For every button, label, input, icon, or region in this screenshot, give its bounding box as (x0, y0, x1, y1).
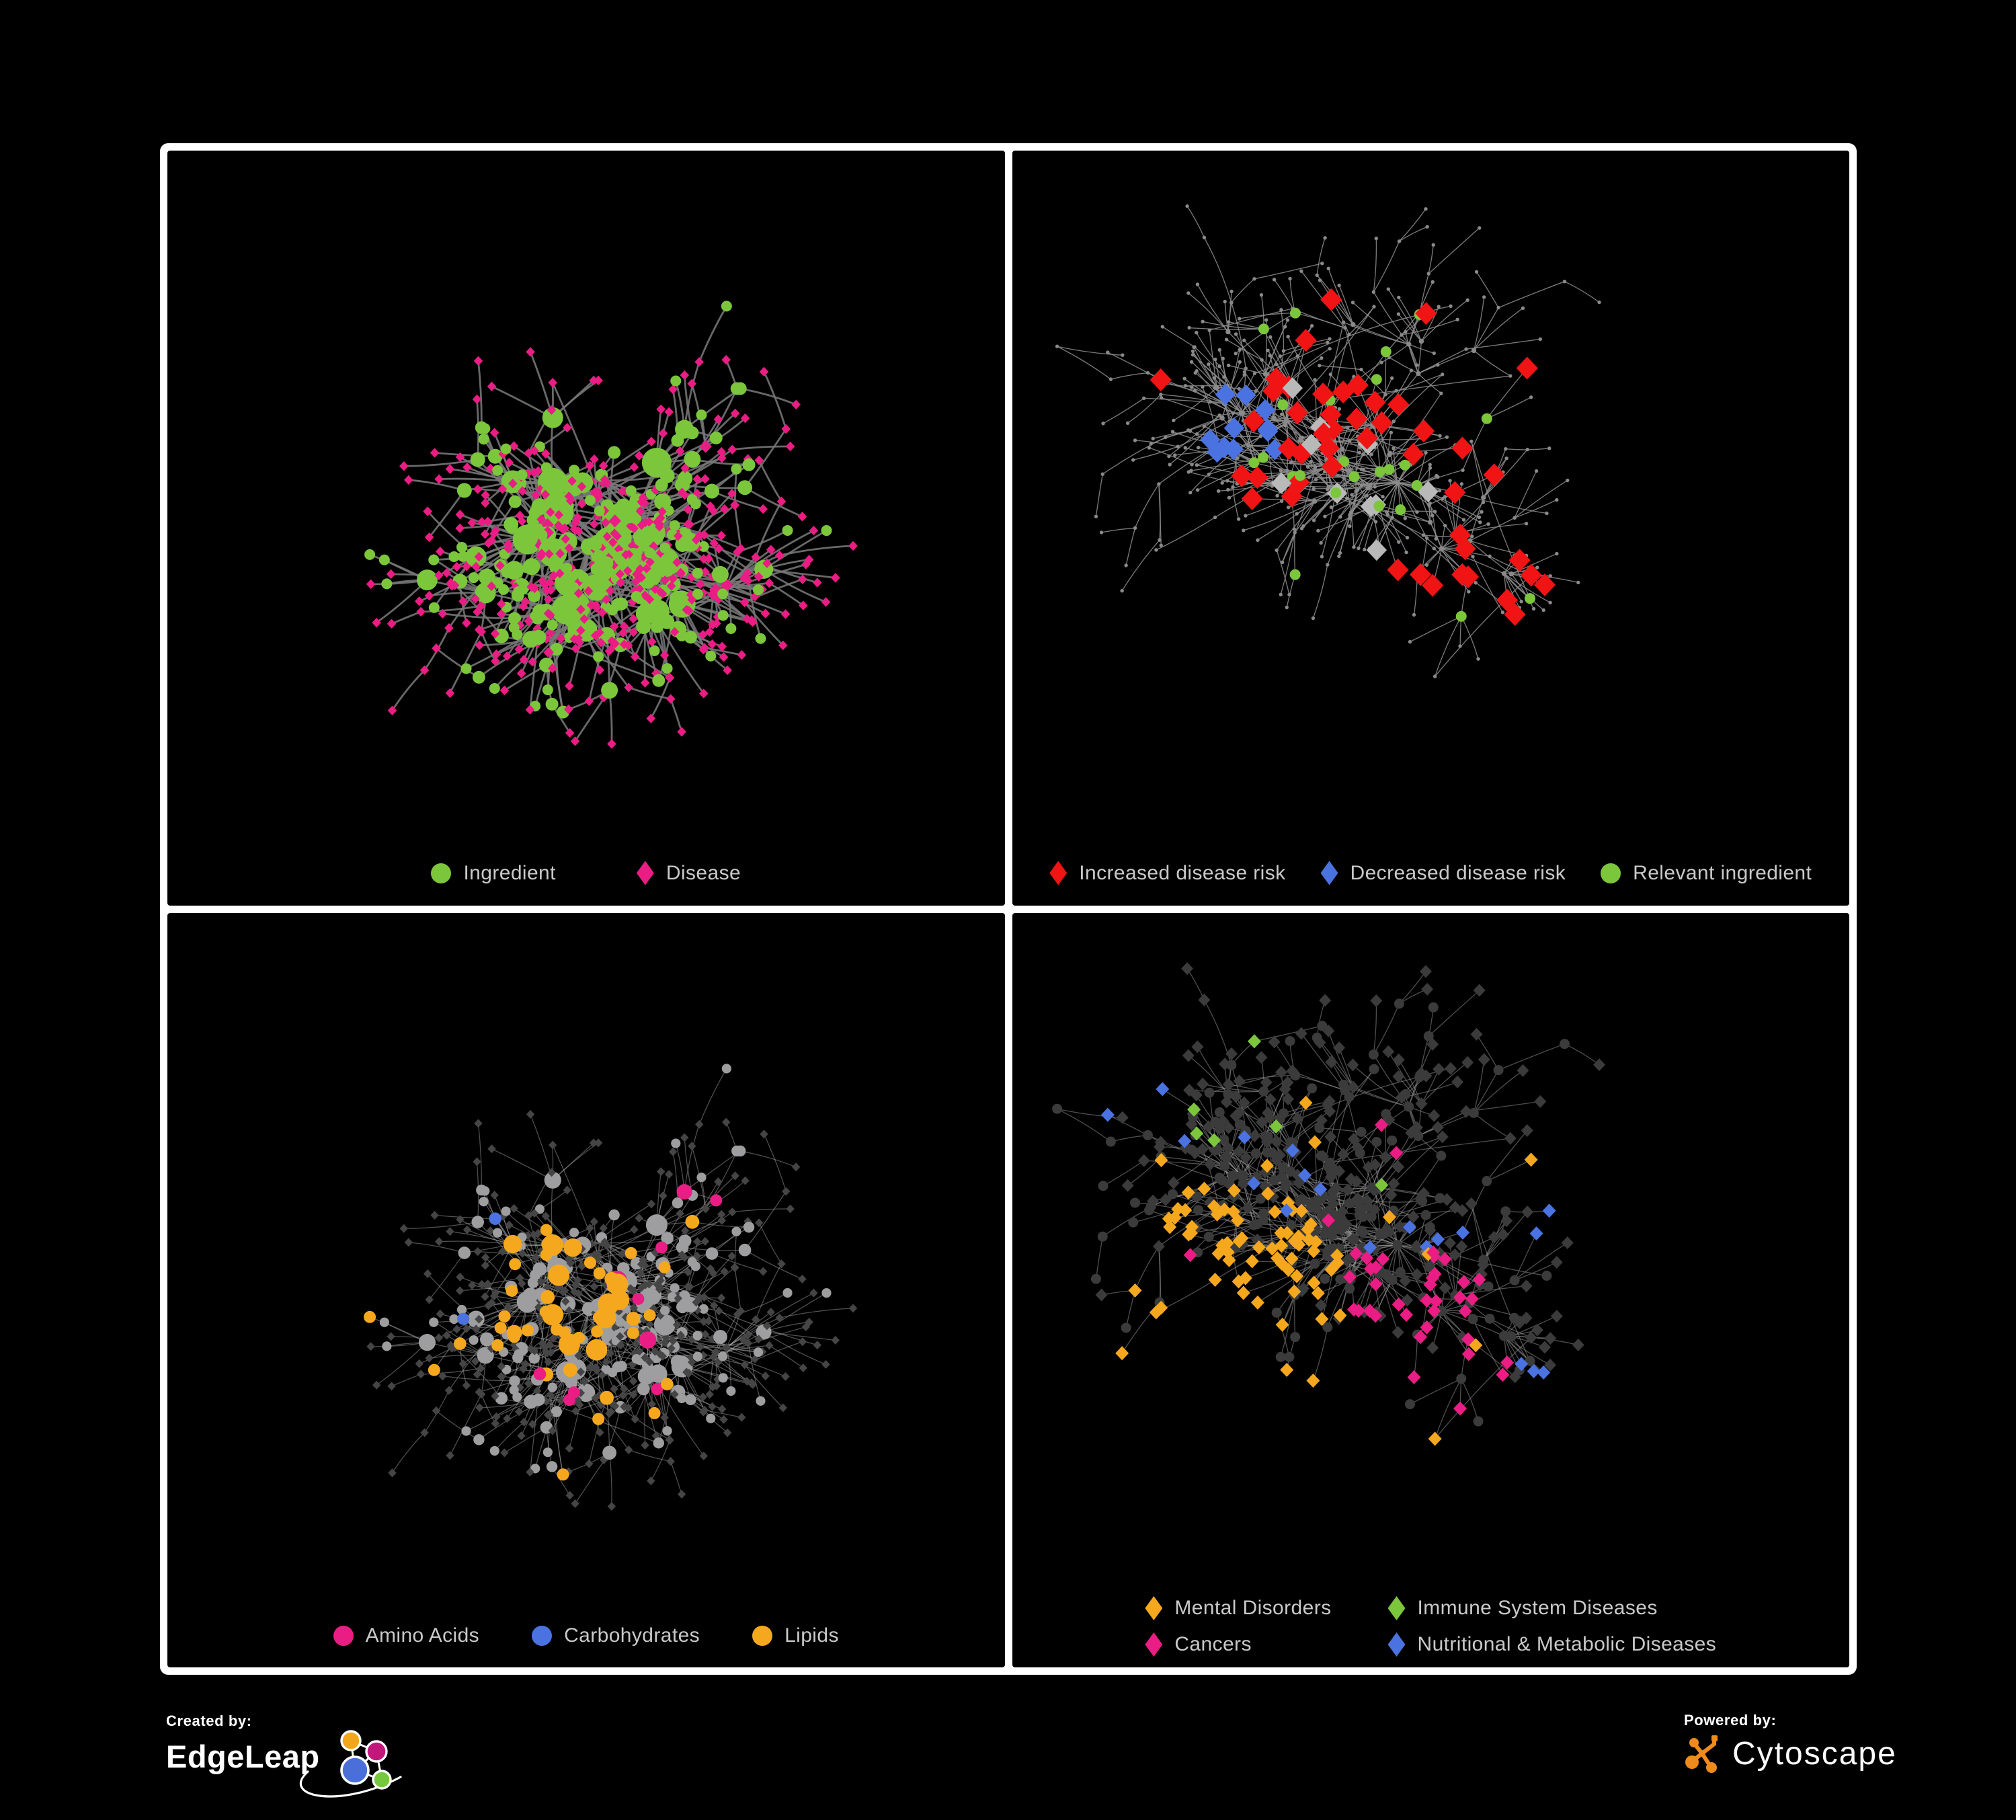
credit-powered-by: Powered by: Cytoscape (1684, 1712, 1897, 1775)
amino-acids-circle-icon (333, 1626, 354, 1646)
legend-label: Carbohydrates (564, 1624, 700, 1647)
legend-item: Lipids (752, 1624, 839, 1647)
increased-risk-diamond-icon (1049, 861, 1067, 885)
cancers-diamond-icon (1145, 1632, 1163, 1657)
created-by-label: Created by: (166, 1712, 252, 1729)
legend-item: Ingredient (431, 862, 555, 885)
panel-grid: Ingredient Disease Increased disease ris… (160, 143, 1857, 1675)
legend-item: Relevant ingredient (1601, 862, 1812, 885)
legend-item: Nutritional & Metabolic Diseases (1387, 1632, 1717, 1657)
legend-label: Mental Disorders (1174, 1597, 1332, 1619)
legend-item: Cancers (1145, 1632, 1331, 1657)
cytoscape-logo-icon (1685, 1735, 1718, 1773)
network-nutrient-categories (364, 1063, 858, 1511)
legend-label: Amino Acids (365, 1624, 480, 1647)
immune-diseases-diamond-icon (1387, 1596, 1406, 1620)
network-disease-risk (1055, 204, 1601, 678)
powered-by-label: Powered by: (1684, 1712, 1777, 1729)
panel-nutrient-categories: Amino Acids Carbohydrates Lipids (167, 912, 1005, 1667)
decreased-risk-diamond-icon (1320, 861, 1338, 885)
legend-label: Relevant ingredient (1633, 861, 1812, 884)
credit-created-by: Created by: EdgeLeap (166, 1712, 414, 1809)
disease-diamond-icon (636, 861, 654, 885)
legend-disease-categories: Mental Disorders Immune System Diseases … (1012, 1596, 1850, 1657)
ingredient-circle-icon (431, 863, 452, 883)
panel-disease-categories: Mental Disorders Immune System Diseases … (1012, 912, 1850, 1667)
network-disease-categories (1051, 961, 1605, 1446)
cytoscape-wordmark: Cytoscape (1732, 1736, 1897, 1772)
legend-item: Disease (636, 861, 741, 885)
panel-ingredient-disease: Ingredient Disease (167, 151, 1005, 906)
relevant-ingredient-circle-icon (1601, 863, 1621, 883)
lipids-circle-icon (752, 1626, 773, 1646)
legend-label: Immune System Diseases (1417, 1597, 1658, 1619)
legend-item: Amino Acids (333, 1624, 479, 1647)
carbohydrates-circle-icon (532, 1626, 553, 1646)
legend-item: Increased disease risk (1049, 861, 1285, 885)
legend-disease-risk: Increased disease risk Decreased disease… (1012, 861, 1850, 885)
legend-item: Decreased disease risk (1320, 861, 1566, 885)
nutritional-metabolic-diamond-icon (1387, 1632, 1406, 1657)
mental-disorders-diamond-icon (1145, 1596, 1163, 1620)
edgeleap-wordmark: EdgeLeap (166, 1739, 320, 1774)
legend-label: Lipids (784, 1624, 839, 1647)
network-ingredient-disease (364, 301, 858, 749)
edgeleap-logo-icon (299, 1730, 402, 1798)
legend-label: Decreased disease risk (1350, 861, 1566, 884)
legend-ingredient-disease: Ingredient Disease (167, 861, 1005, 885)
legend-item: Immune System Diseases (1387, 1596, 1717, 1620)
legend-item: Carbohydrates (532, 1624, 700, 1647)
legend-nutrient-categories: Amino Acids Carbohydrates Lipids (167, 1624, 1005, 1647)
legend-label: Nutritional & Metabolic Diseases (1417, 1633, 1717, 1655)
legend-label: Increased disease risk (1079, 861, 1286, 884)
legend-item: Mental Disorders (1145, 1596, 1331, 1620)
legend-label: Cancers (1174, 1633, 1252, 1655)
legend-label: Disease (666, 861, 741, 884)
panel-disease-risk: Increased disease risk Decreased disease… (1012, 151, 1850, 906)
legend-label: Ingredient (463, 861, 556, 884)
